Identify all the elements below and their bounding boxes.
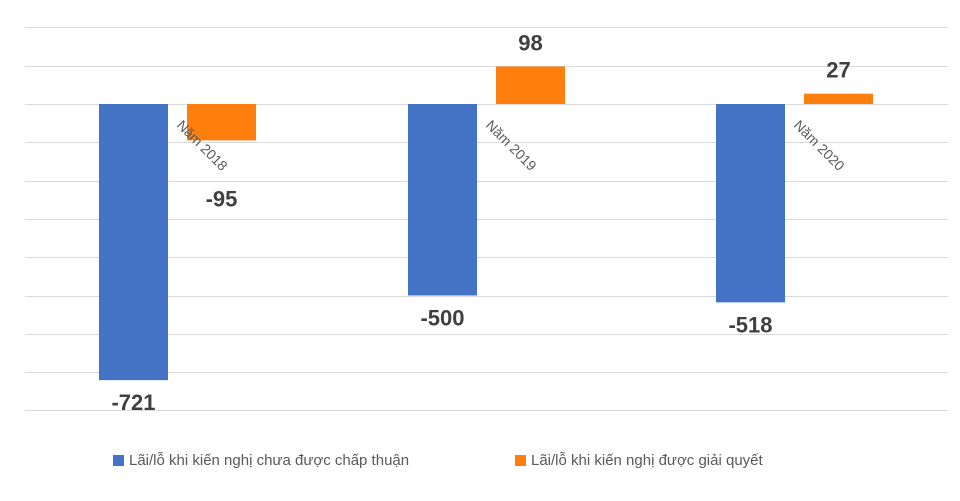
legend-label-unapproved: Lãi/lỗ khi kiến nghị chưa được chấp thuậ… bbox=[129, 452, 410, 469]
category-label-1: Năm 2019 bbox=[483, 117, 540, 174]
legend: Lãi/lỗ khi kiến nghị chưa được chấp thuậ… bbox=[0, 452, 960, 482]
data-label-unapproved-1: -500 bbox=[420, 306, 464, 331]
bar-resolved-0 bbox=[187, 104, 256, 141]
legend-swatch-orange bbox=[515, 455, 526, 466]
category-label-2: Năm 2020 bbox=[791, 117, 848, 174]
bar-unapproved-0 bbox=[99, 104, 168, 381]
data-label-resolved-1: 98 bbox=[518, 30, 542, 55]
bar-unapproved-2 bbox=[716, 104, 785, 303]
bar-resolved-2 bbox=[804, 93, 873, 104]
data-label-unapproved-2: -518 bbox=[728, 312, 772, 337]
data-label-resolved-0: -95 bbox=[206, 186, 238, 211]
legend-swatch-blue bbox=[113, 455, 124, 466]
legend-label-resolved: Lãi/lỗ khi kiến nghị được giải quyết bbox=[531, 452, 763, 469]
data-label-unapproved-0: -721 bbox=[111, 390, 155, 415]
legend-item-unapproved: Lãi/lỗ khi kiến nghị chưa được chấp thuậ… bbox=[113, 452, 409, 469]
gridlines bbox=[25, 27, 948, 411]
bars bbox=[99, 66, 873, 381]
data-labels: -721 -500 -518 -95 98 27 bbox=[111, 30, 850, 415]
data-label-resolved-2: 27 bbox=[826, 58, 850, 83]
bar-resolved-1 bbox=[496, 66, 565, 104]
legend-item-resolved: Lãi/lỗ khi kiến nghị được giải quyết bbox=[515, 452, 763, 469]
bar-chart: Năm 2018 Năm 2019 Năm 2020 -721-500 -518-95… bbox=[25, 27, 948, 415]
bar-unapproved-1 bbox=[408, 104, 477, 296]
